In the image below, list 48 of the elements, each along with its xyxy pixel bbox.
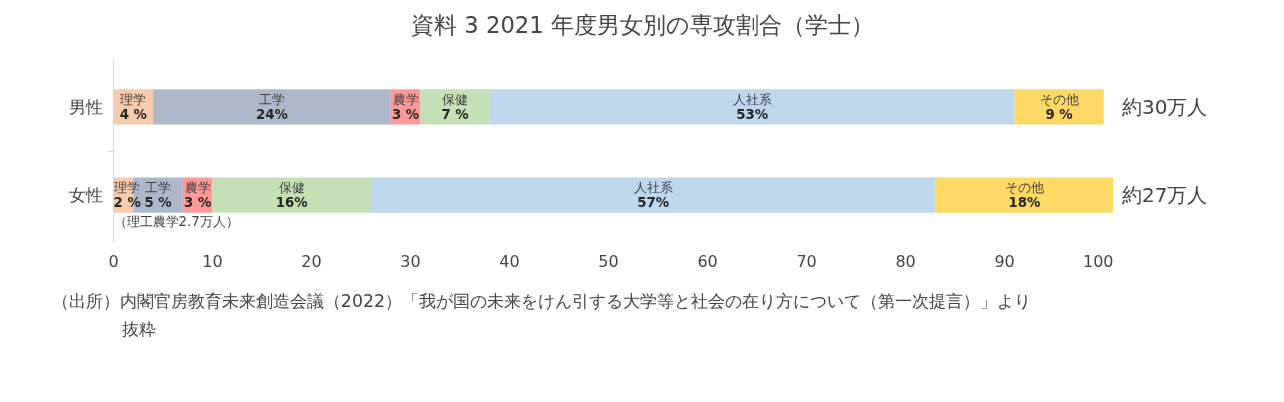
data-label: 3 % — [391, 107, 420, 123]
x-tick-label: 0 — [108, 251, 119, 271]
data-label: 9 % — [1045, 107, 1073, 123]
text: 保健 — [278, 179, 305, 195]
x-tick-label: 100 — [1082, 251, 1114, 271]
bar — [370, 177, 936, 213]
bar — [153, 89, 391, 125]
series-label: その他 — [1039, 91, 1079, 107]
data-label: 24% — [255, 107, 288, 123]
data-label: 2 % — [113, 195, 141, 211]
text: 約30万人 — [1122, 94, 1208, 119]
data-label: 7 % — [441, 107, 469, 123]
text: その他 — [1004, 179, 1044, 195]
x-tick-label: 50 — [598, 251, 619, 271]
data-label: 16% — [275, 195, 308, 211]
bar — [1014, 89, 1104, 125]
x-tick-label: 80 — [895, 251, 916, 271]
data-label: 57% — [637, 195, 670, 211]
data-label: 3 % — [184, 195, 212, 211]
text: 理学 — [120, 91, 147, 107]
x-tick-label: 30 — [400, 251, 421, 271]
series-label: 理学 — [113, 179, 140, 195]
text: 約27万人 — [1122, 183, 1208, 208]
annotation: （理工農学2.7万人） — [113, 214, 239, 230]
data-label: 5 % — [144, 195, 172, 211]
bar — [212, 177, 371, 213]
chart-title: 資料 3 2021 年度男女別の専攻割合（学士） — [411, 11, 874, 38]
x-tick-label: 60 — [697, 251, 718, 271]
data-label: 18% — [1008, 195, 1041, 211]
text: 人社系 — [633, 179, 673, 195]
series-label: 農学 — [392, 91, 419, 107]
data-label: 53% — [736, 107, 769, 123]
bar — [489, 89, 1015, 125]
text: 工学 — [145, 179, 172, 195]
x-tick-label: 90 — [994, 251, 1015, 271]
text: （出所）内閣官房教育未来創造会議（2022）「我が国の未来をけん引する大学等と社会の在り方について（第一次提言）」より抜粋 — [51, 291, 1031, 339]
y-tick-label: 男性 — [68, 96, 103, 117]
x-tick-label: 20 — [301, 251, 322, 271]
y-tick-label: 女性 — [68, 185, 103, 206]
x-tick-label: 10 — [202, 251, 223, 271]
x-tick-label: 70 — [796, 251, 817, 271]
series-label: 保健 — [442, 91, 469, 107]
series-label: 工学 — [258, 91, 285, 107]
bar — [935, 177, 1113, 213]
series-label: 人社系 — [732, 91, 772, 107]
x-tick-label: 40 — [499, 251, 520, 271]
data-label: 4 % — [119, 107, 147, 123]
text: 農学 — [184, 179, 211, 195]
